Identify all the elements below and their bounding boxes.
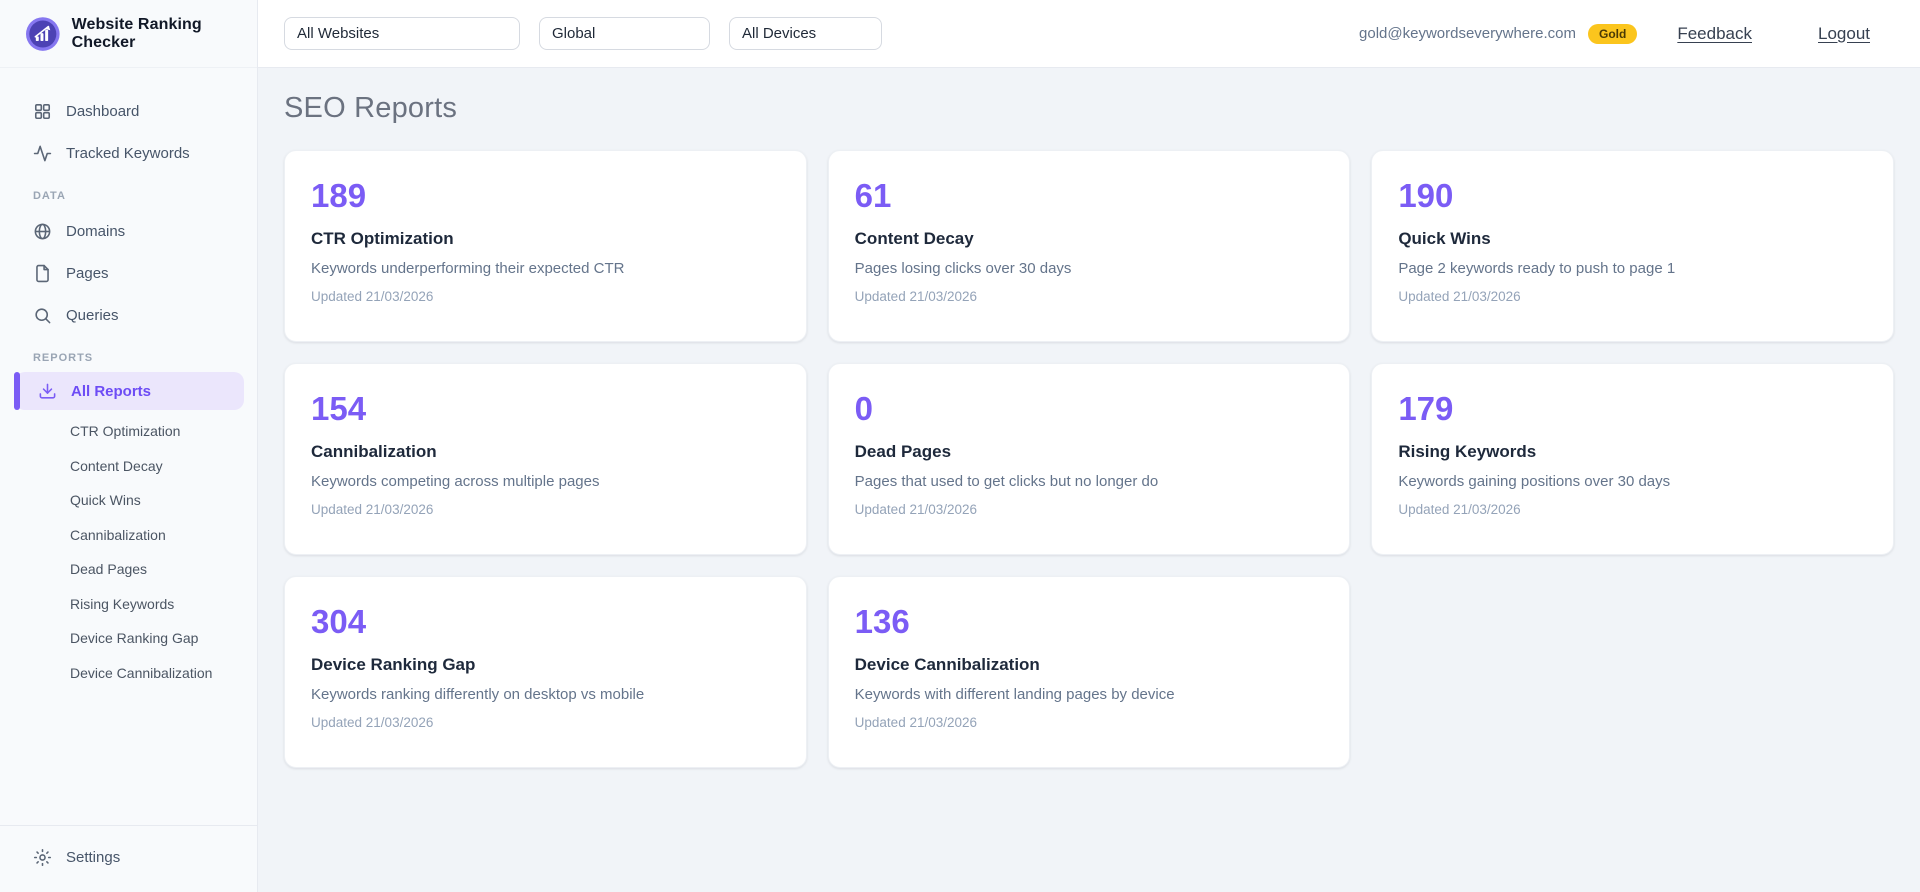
top-bar: All Websites Global All Devices gold@key… [258, 0, 1920, 68]
card-title: Cannibalization [311, 442, 437, 462]
card-description: Pages losing clicks over 30 days [854, 260, 1072, 278]
country-filter-select[interactable]: Global [539, 17, 710, 50]
plan-badge: Gold [1588, 23, 1638, 44]
app-logo-icon [26, 16, 60, 51]
user-email: gold@keywordseverywhere.com [1359, 25, 1576, 42]
app-title: Website Ranking Checker [71, 15, 202, 51]
card-updated: Updated 21/03/2026 [854, 289, 978, 305]
header-account-area: gold@keywordseverywhere.com Gold Feedbac… [1359, 23, 1870, 44]
sidebar-nav: Dashboard Tracked Keywords DATA Domains [0, 68, 257, 825]
sidebar-report-link-rising-keywords[interactable]: Rising Keywords [0, 587, 257, 622]
sidebar-report-link-device-ranking-gap[interactable]: Device Ranking Gap [0, 621, 257, 656]
sidebar-item-label: All Reports [71, 382, 152, 400]
card-title: Content Decay [854, 229, 974, 249]
sidebar-item-tracked-keywords[interactable]: Tracked Keywords [0, 132, 257, 174]
sidebar-item-queries[interactable]: Queries [0, 294, 257, 336]
logout-link[interactable]: Logout [1818, 23, 1870, 43]
sidebar-item-label: Queries [66, 306, 119, 324]
card-updated: Updated 21/03/2026 [311, 502, 434, 518]
card-updated: Updated 21/03/2026 [854, 715, 978, 731]
card-title: Rising Keywords [1398, 442, 1537, 462]
section-label-data: DATA [33, 190, 66, 202]
websites-filter-select[interactable]: All Websites [284, 17, 520, 50]
card-description: Keywords competing across multiple pages [311, 473, 600, 491]
gear-icon [33, 848, 52, 866]
sidebar-item-dashboard[interactable]: Dashboard [0, 90, 257, 132]
sidebar-report-link-dead-pages[interactable]: Dead Pages [0, 552, 257, 587]
card-updated: Updated 21/03/2026 [1398, 289, 1521, 305]
card-updated: Updated 21/03/2026 [854, 502, 978, 518]
card-updated: Updated 21/03/2026 [311, 289, 434, 305]
brand: Website Ranking Checker [0, 0, 257, 68]
report-cards-grid: 189 CTR Optimization Keywords underperfo… [284, 150, 1894, 768]
card-count: 304 [311, 603, 367, 640]
sub-link-label: CTR Optimization [70, 423, 181, 440]
sidebar-item-label: Settings [66, 848, 121, 866]
card-title: Device Cannibalization [854, 655, 1040, 675]
card-updated: Updated 21/03/2026 [1398, 502, 1521, 518]
report-card-cannibalization[interactable]: 154 Cannibalization Keywords competing a… [284, 363, 807, 555]
card-description: Page 2 keywords ready to push to page 1 [1398, 260, 1676, 278]
report-card-quick-wins[interactable]: 190 Quick Wins Page 2 keywords ready to … [1371, 150, 1894, 342]
report-card-device-cannibalization[interactable]: 136 Device Cannibalization Keywords with… [827, 576, 1351, 768]
sidebar-report-link-device-cannibalization[interactable]: Device Cannibalization [0, 656, 257, 691]
feedback-link[interactable]: Feedback [1677, 23, 1752, 43]
card-description: Keywords gaining positions over 30 days [1398, 473, 1671, 491]
sub-link-label: Device Cannibalization [70, 664, 213, 681]
sidebar-item-all-reports[interactable]: All Reports [14, 372, 244, 410]
devices-filter-select[interactable]: All Devices [729, 17, 882, 50]
search-icon [35, 307, 51, 323]
card-updated: Updated 21/03/2026 [311, 715, 434, 731]
card-title: Dead Pages [854, 442, 952, 462]
sub-link-label: Cannibalization [70, 526, 166, 543]
page-file-icon [36, 264, 49, 282]
card-count: 136 [854, 603, 910, 640]
sub-link-label: Device Ranking Gap [70, 630, 199, 647]
globe-icon [34, 223, 51, 239]
activity-icon [33, 145, 52, 161]
sidebar-item-domains[interactable]: Domains [0, 210, 257, 252]
report-card-ctr-optimization[interactable]: 189 CTR Optimization Keywords underperfo… [284, 150, 807, 342]
sub-link-label: Content Decay [70, 457, 163, 474]
card-count: 61 [854, 177, 892, 214]
card-count: 179 [1398, 390, 1454, 427]
sidebar-item-label: Tracked Keywords [66, 144, 190, 162]
sidebar-report-link-content-decay[interactable]: Content Decay [0, 449, 257, 484]
sidebar-report-link-ctr-optimization[interactable]: CTR Optimization [0, 414, 257, 449]
card-title: CTR Optimization [311, 229, 454, 249]
sub-link-label: Dead Pages [70, 561, 148, 578]
sub-link-label: Rising Keywords [70, 595, 175, 612]
card-count: 189 [311, 177, 367, 214]
sidebar-item-pages[interactable]: Pages [0, 252, 257, 294]
sub-link-label: Quick Wins [70, 492, 141, 509]
section-label-reports: REPORTS [33, 352, 94, 364]
report-card-device-ranking-gap[interactable]: 304 Device Ranking Gap Keywords ranking … [284, 576, 807, 768]
card-description: Pages that used to get clicks but no lon… [854, 473, 1159, 491]
report-card-rising-keywords[interactable]: 179 Rising Keywords Keywords gaining pos… [1371, 363, 1894, 555]
sidebar-item-settings[interactable]: Settings [0, 836, 257, 878]
sidebar-item-label: Dashboard [66, 102, 140, 120]
card-description: Keywords with different landing pages by… [854, 686, 1175, 704]
card-description: Keywords underperforming their expected … [311, 260, 625, 278]
sidebar: Website Ranking Checker Dashboard Tracke… [0, 0, 258, 892]
card-count: 154 [311, 390, 367, 427]
card-count: 0 [854, 390, 874, 427]
card-title: Quick Wins [1398, 229, 1491, 249]
sidebar-report-link-cannibalization[interactable]: Cannibalization [0, 518, 257, 553]
page-title: SEO Reports [284, 92, 458, 124]
sidebar-item-label: Domains [66, 222, 126, 240]
main-content: SEO Reports 189 CTR Optimization Keyword… [258, 68, 1920, 892]
card-title: Device Ranking Gap [311, 655, 476, 675]
report-card-content-decay[interactable]: 61 Content Decay Pages losing clicks ove… [827, 150, 1351, 342]
dashboard-grid-icon [34, 103, 51, 119]
card-count: 190 [1398, 177, 1454, 214]
sidebar-report-link-quick-wins[interactable]: Quick Wins [0, 483, 257, 518]
sidebar-item-label: Pages [66, 264, 109, 282]
sidebar-footer: Settings [0, 825, 257, 892]
card-description: Keywords ranking differently on desktop … [311, 686, 645, 704]
download-icon [39, 383, 56, 399]
report-card-dead-pages[interactable]: 0 Dead Pages Pages that used to get clic… [827, 363, 1351, 555]
